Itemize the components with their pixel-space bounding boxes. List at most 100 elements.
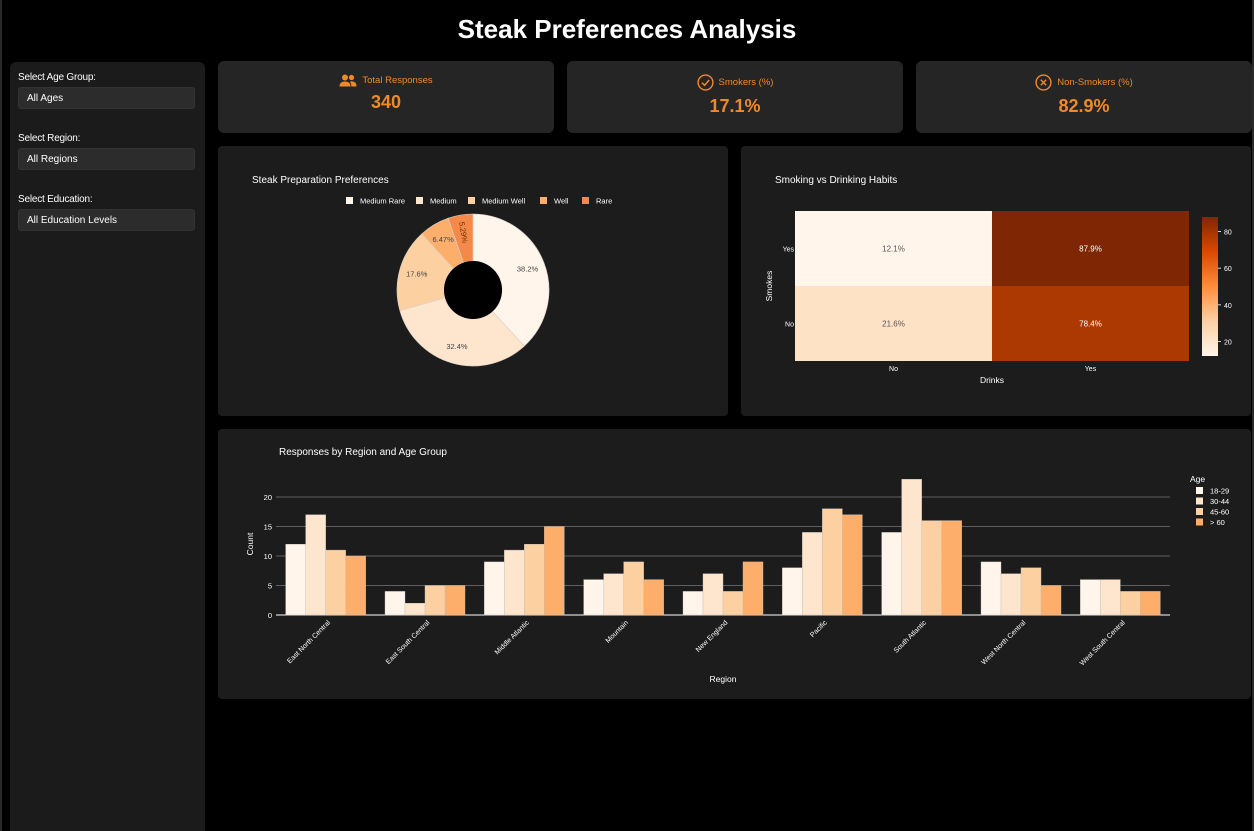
bar-west-south-central-age-30-44[interactable] — [1100, 579, 1121, 616]
heatmap-chart: 12.1% 87.9% 21.6% 78.4% No Yes Yes No Drinks Smo… — [764, 211, 1232, 385]
bar-middle-atlantic-age-18-29[interactable] — [484, 561, 505, 616]
kpi-total-value: 340 — [370, 92, 402, 112]
pie-legend-label-rare[interactable]: Rare — [596, 197, 612, 206]
bar-pacific-age-60[interactable] — [842, 514, 863, 616]
bar-legend-label-60[interactable]: > 60 — [1210, 518, 1225, 527]
bar-legend-label-45-60[interactable]: 45-60 — [1210, 508, 1229, 517]
pie-slice-label-medium: 32.4% — [446, 342, 468, 351]
bar-legend-label-18-29[interactable]: 18-29 — [1210, 487, 1229, 496]
bar-west-north-central-age-30-44[interactable] — [1000, 573, 1022, 616]
pie-legend-swatch-rare[interactable] — [582, 197, 589, 204]
bar-west-south-central-age-18-29[interactable] — [1080, 579, 1101, 616]
kpi-non-smokers: Non-Smokers (%) 82.9% — [916, 61, 1252, 133]
bar-x-tick-middle-atlantic: Middle Atlantic — [494, 619, 531, 656]
heatmap-x-tick: Yes — [1085, 366, 1097, 373]
bar-legend-swatch-18-29[interactable] — [1196, 487, 1203, 494]
bar-mountain-age-30-44[interactable] — [603, 573, 624, 616]
heatmap-cell-smokes-yes-drinks-yes[interactable] — [992, 211, 1189, 286]
pie-legend-label-medium-well[interactable]: Medium Well — [482, 197, 526, 206]
bar-mountain-age-60[interactable] — [643, 579, 664, 616]
bar-middle-atlantic-age-30-44[interactable] — [504, 549, 525, 616]
bar-legend-swatch-30-44[interactable] — [1196, 497, 1203, 505]
pie-slice-medium[interactable] — [399, 297, 525, 367]
kpi-total-label: Total Responses — [362, 75, 433, 86]
bar-east-north-central-age-30-44[interactable] — [305, 514, 326, 616]
bar-east-north-central-age-18-29[interactable] — [285, 543, 306, 616]
heatmap-cell-label: 21.6% — [882, 320, 905, 329]
bar-chart-title: Responses by Region and Age Group — [279, 447, 447, 458]
pie-slice-label-well: 6.47% — [432, 235, 454, 244]
bar-x-tick-west-north-central: West North Central — [980, 619, 1027, 666]
heatmap-x-label: Drinks — [980, 375, 1004, 385]
pie-slice-medium-rare[interactable] — [472, 213, 550, 347]
bar-east-south-central-age-30-44[interactable] — [404, 602, 426, 616]
bar-x-tick-east-north-central: East North Central — [286, 619, 332, 665]
age-group-select[interactable]: All Ages — [18, 87, 195, 109]
bar-y-tick: 15 — [264, 523, 272, 532]
pie-chart-panel: Steak Preparation Preferences Medium Rar… — [218, 146, 728, 416]
x-circle-icon — [1035, 74, 1052, 91]
bar-new-england-age-45-60[interactable] — [722, 591, 744, 616]
bar-south-atlantic-age-18-29[interactable] — [881, 532, 902, 616]
bar-west-south-central-age-45-60[interactable] — [1120, 591, 1141, 616]
pie-chart-title: Steak Preparation Preferences — [252, 175, 389, 186]
bar-x-tick-pacific: Pacific — [809, 619, 829, 639]
kpi-non-smokers-value: 82.9% — [1058, 96, 1110, 116]
pie-legend-swatch-medium[interactable] — [416, 197, 423, 204]
pie-slice-label-medium-well: 17.6% — [406, 269, 428, 278]
bar-x-tick-east-south-central: East South Central — [385, 619, 432, 666]
pie-slice-label-rare: 5.29% — [457, 221, 469, 244]
pie-legend-swatch-well[interactable] — [540, 197, 547, 204]
heatmap-cell-smokes-yes-drinks-no[interactable] — [795, 211, 992, 286]
bar-x-tick-west-south-central: West South Central — [1079, 619, 1127, 667]
bar-west-north-central-age-18-29[interactable] — [980, 561, 1002, 616]
bar-west-south-central-age-60[interactable] — [1140, 591, 1161, 616]
bar-legend-swatch-60[interactable] — [1196, 518, 1203, 526]
heatmap-cell-label: 78.4% — [1079, 320, 1102, 329]
bar-middle-atlantic-age-60[interactable] — [544, 526, 565, 616]
bar-legend-label-30-44[interactable]: 30-44 — [1210, 497, 1229, 506]
bar-new-england-age-30-44[interactable] — [702, 573, 724, 616]
bar-south-atlantic-age-30-44[interactable] — [901, 479, 922, 616]
bar-x-tick-new-england: New England — [695, 619, 729, 653]
bar-east-north-central-age-45-60[interactable] — [325, 549, 346, 616]
bar-pacific-age-18-29[interactable] — [782, 567, 803, 616]
bar-south-atlantic-age-45-60[interactable] — [921, 520, 942, 616]
bar-east-south-central-age-18-29[interactable] — [384, 591, 406, 616]
colorbar-tick-label: 60 — [1224, 266, 1232, 273]
bar-pacific-age-30-44[interactable] — [802, 532, 823, 616]
bar-y-tick: 10 — [264, 552, 272, 561]
bar-new-england-age-18-29[interactable] — [682, 591, 704, 616]
pie-legend-swatch-medium-rare[interactable] — [346, 197, 353, 204]
bar-mountain-age-45-60[interactable] — [623, 561, 644, 616]
bar-west-north-central-age-60[interactable] — [1040, 585, 1062, 616]
bar-pacific-age-45-60[interactable] — [822, 508, 843, 616]
users-icon — [339, 74, 357, 87]
bar-legend-title: Age — [1190, 474, 1205, 484]
region-filter-label: Select Region: — [18, 133, 81, 144]
bar-south-atlantic-age-60[interactable] — [941, 520, 962, 616]
heatmap-y-label: Smokes — [764, 271, 774, 302]
kpi-smokers-value: 17.1% — [709, 96, 761, 116]
bar-new-england-age-60[interactable] — [742, 561, 764, 616]
heatmap-cell-label: 12.1% — [882, 245, 905, 254]
bar-east-south-central-age-60[interactable] — [444, 585, 466, 616]
heatmap-cell-smokes-no-drinks-no[interactable] — [795, 286, 992, 361]
bar-east-south-central-age-45-60[interactable] — [424, 585, 446, 616]
heatmap-cell-smokes-no-drinks-yes[interactable] — [992, 286, 1189, 361]
bar-x-label: Region — [710, 674, 737, 684]
pie-legend-label-medium-rare[interactable]: Medium Rare — [360, 197, 405, 206]
education-select[interactable]: All Education Levels — [18, 209, 195, 231]
bar-west-north-central-age-45-60[interactable] — [1020, 567, 1042, 616]
kpi-total-responses: Total Responses 340 — [218, 61, 554, 133]
heatmap-colorbar — [1202, 217, 1218, 356]
region-select[interactable]: All Regions — [18, 148, 195, 170]
pie-legend-swatch-medium-well[interactable] — [468, 197, 475, 204]
bar-legend-swatch-45-60[interactable] — [1196, 508, 1203, 515]
colorbar-tick-label: 20 — [1224, 340, 1232, 347]
bar-mountain-age-18-29[interactable] — [583, 579, 604, 616]
bar-middle-atlantic-age-45-60[interactable] — [524, 543, 545, 616]
pie-legend-label-well[interactable]: Well — [554, 197, 569, 206]
bar-east-north-central-age-60[interactable] — [345, 555, 366, 616]
pie-legend-label-medium[interactable]: Medium — [430, 197, 457, 206]
